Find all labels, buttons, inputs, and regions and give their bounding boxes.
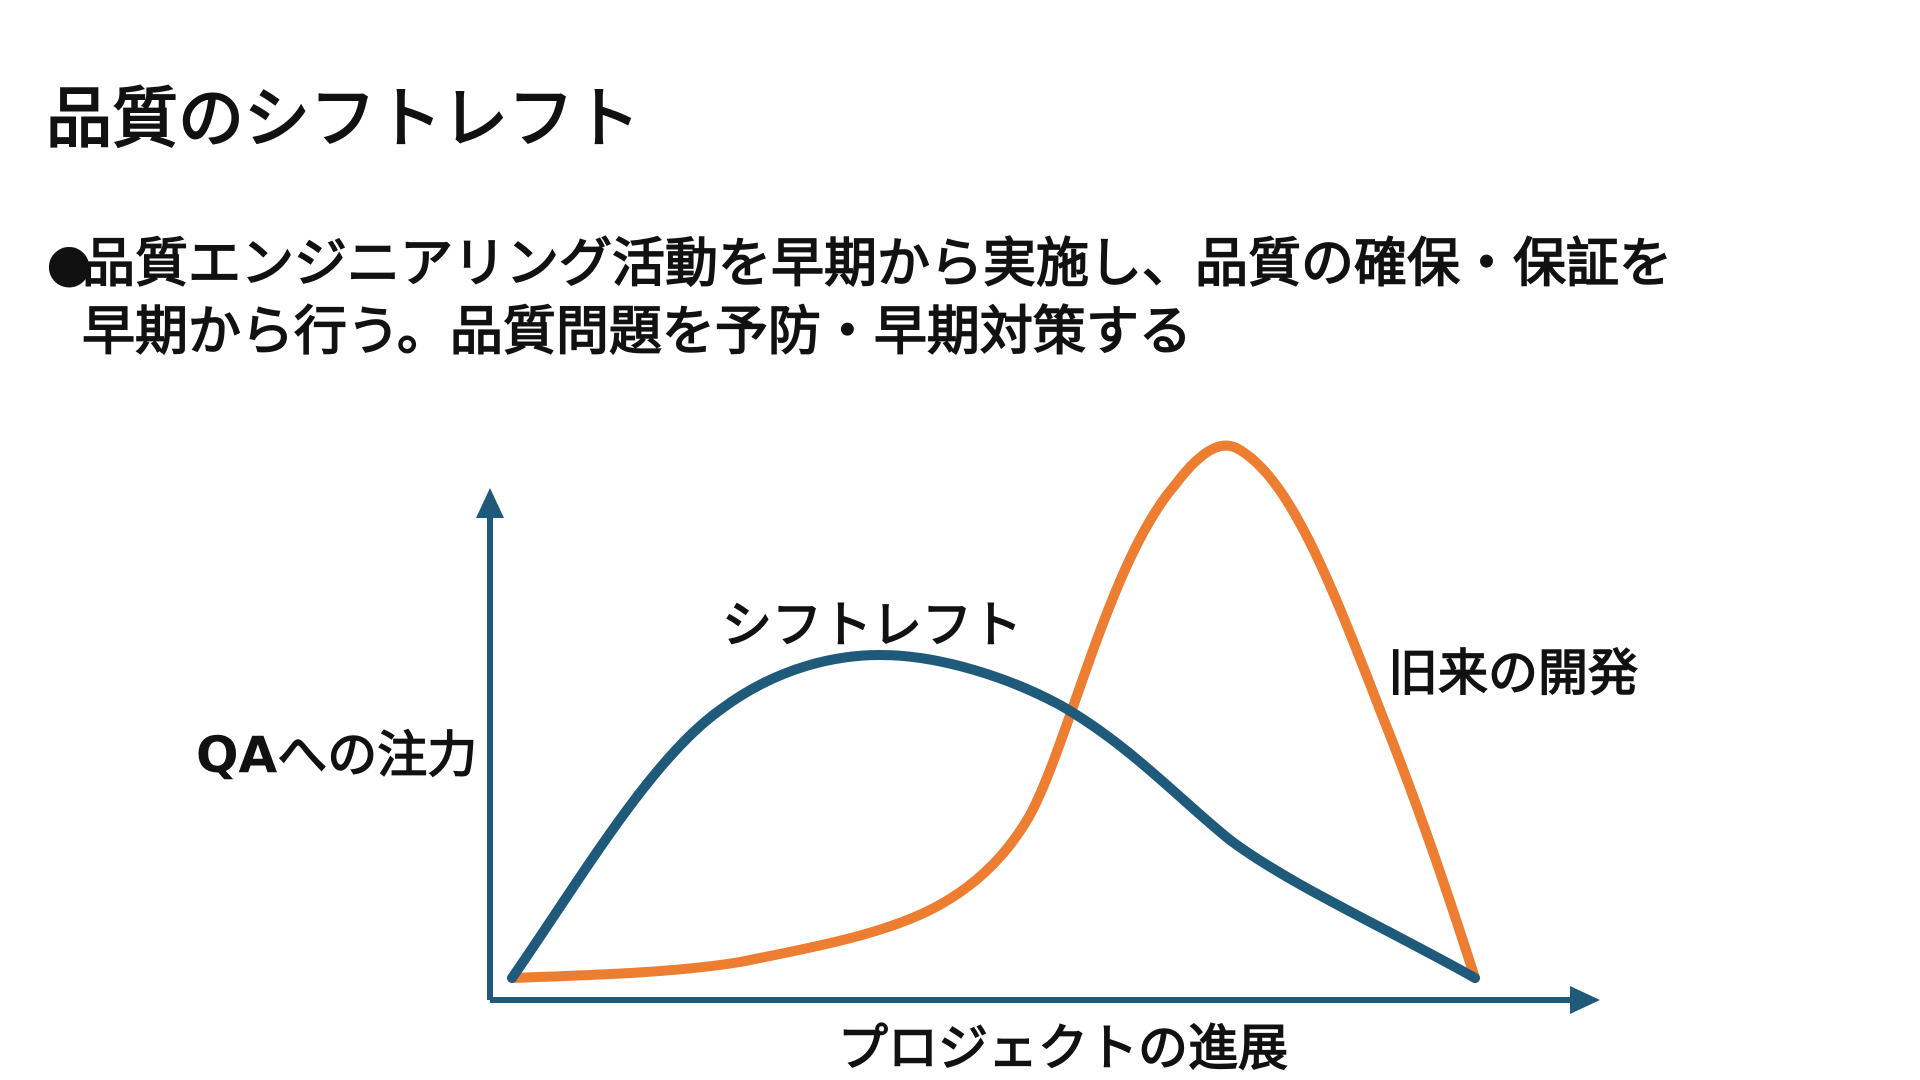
x-axis-arrow-icon (1570, 986, 1600, 1014)
bullet-line-1-text: 品質エンジニアリング活動を早期から実施し、品質の確保・保証を (82, 233, 1672, 294)
x-axis-label: プロジェクトの進展 (838, 1019, 1288, 1077)
curve-shift-left (507, 650, 1480, 983)
curve-legacy-development (507, 440, 1480, 983)
y-axis-label: QAへの注力 (196, 726, 477, 784)
bullet-text: ●品質エンジニアリング活動を早期から実施し、品質の確保・保証を 早期から行う。品… (46, 230, 1672, 366)
bullet-line-2: 早期から行う。品質問題を予防・早期対策する (82, 301, 1192, 362)
y-axis-arrow-icon (476, 488, 504, 518)
bullet-line-1: ●品質エンジニアリング活動を早期から実施し、品質の確保・保証を (46, 230, 1672, 298)
label-legacy-development: 旧来の開発 (1388, 644, 1639, 702)
slide-title: 品質のシフトレフト (46, 80, 640, 157)
label-shift-left: シフトレフト (722, 596, 1022, 654)
